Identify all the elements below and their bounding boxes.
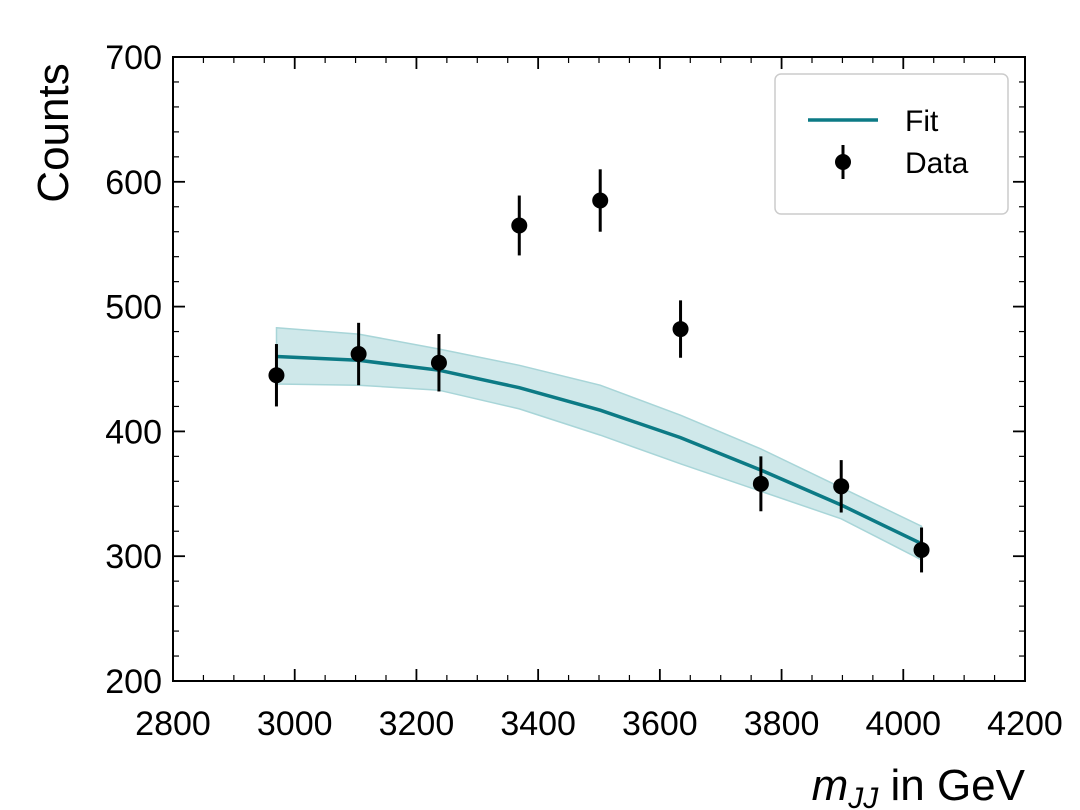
x-axis-title-symbol: m [812,761,849,810]
data-point [511,217,528,234]
fit-line [276,354,923,546]
x-tick-label: 3600 [622,705,698,743]
x-tick-label: 3000 [257,705,333,743]
data-point [752,475,769,492]
fit-line-layer [276,354,923,546]
legend-box [774,73,1009,215]
data-point [430,354,447,371]
y-tick-label: 500 [105,289,162,327]
data-point [913,541,930,558]
y-tick-label: 300 [105,538,162,576]
x-tick-label: 4200 [987,705,1063,743]
legend: Fit Data [774,73,1009,215]
x-tick-label: 3400 [500,705,576,743]
x-axis-title-unit: in GeV [878,761,1025,810]
x-tick-label: 3800 [744,705,820,743]
legend-fit-label: Fit [905,105,939,138]
data-point [672,321,689,338]
axis-ticks [172,56,1026,682]
legend-data-marker [835,154,851,170]
data-point [833,478,850,495]
y-tick-label: 600 [105,164,162,202]
y-axis-title: Counts [29,63,78,202]
tick-labels: 2800 3000 3200 3400 3600 3800 4000 4200 200 300 40… [105,39,1063,743]
y-tick-label: 700 [105,39,162,77]
x-tick-label: 3200 [379,705,455,743]
legend-data-label: Data [905,147,969,180]
x-axis-title-subscript: JJ [847,782,879,810]
y-tick-label: 200 [105,663,162,701]
data-point [350,346,367,363]
x-tick-label: 4000 [865,705,941,743]
y-tick-label: 400 [105,413,162,451]
data-points-layer [268,169,930,573]
x-tick-label: 2800 [135,705,211,743]
x-axis-title: mJJ in GeV [812,761,1026,810]
data-point [268,367,285,384]
data-point [592,192,609,209]
